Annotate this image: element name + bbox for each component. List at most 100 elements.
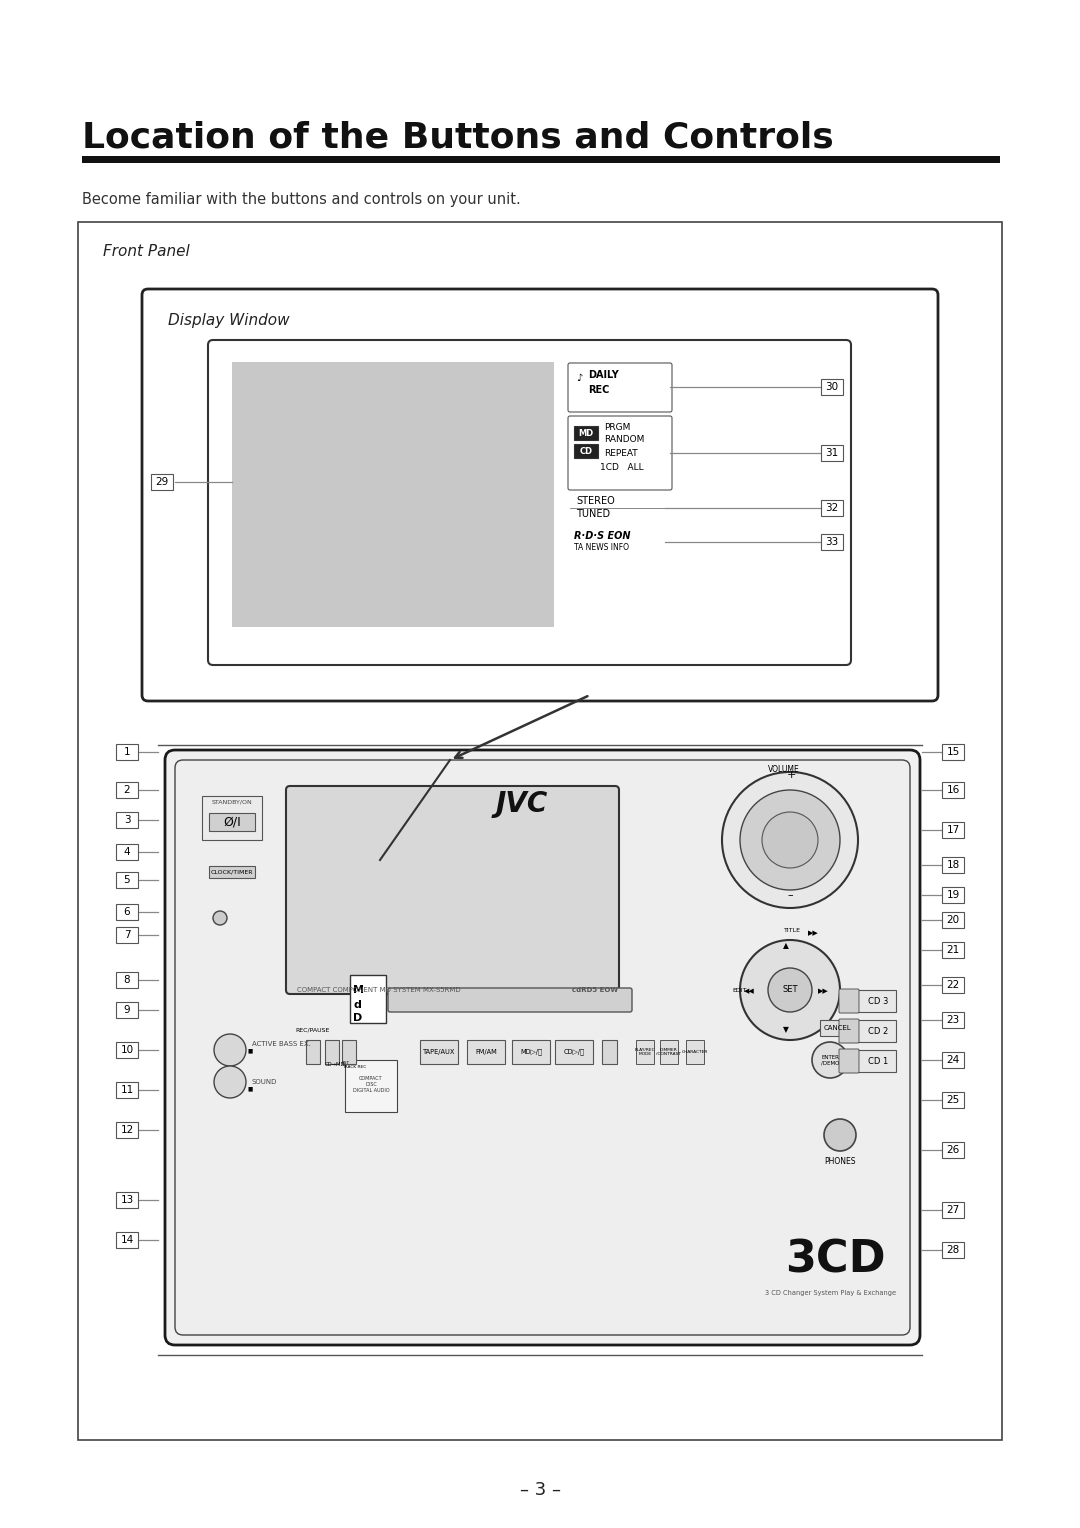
Text: ▲: ▲ xyxy=(783,941,788,950)
Bar xyxy=(467,1041,505,1063)
Text: CD→MD: CD→MD xyxy=(325,1062,346,1068)
Text: 12: 12 xyxy=(120,1125,134,1135)
Text: D: D xyxy=(353,1013,362,1024)
Bar xyxy=(942,976,964,993)
FancyBboxPatch shape xyxy=(568,416,672,490)
Bar xyxy=(942,1242,964,1258)
Text: ▶▶: ▶▶ xyxy=(818,989,828,995)
Text: MD▷/⏸: MD▷/⏸ xyxy=(519,1048,542,1056)
Text: SET: SET xyxy=(782,986,798,995)
Text: 33: 33 xyxy=(825,536,839,547)
Text: CD: CD xyxy=(580,446,593,455)
Text: REPEAT: REPEAT xyxy=(604,449,637,457)
Text: 24: 24 xyxy=(946,1054,960,1065)
Text: ENTER
/DEMO: ENTER /DEMO xyxy=(821,1054,839,1065)
Text: 31: 31 xyxy=(825,448,839,458)
Text: 22: 22 xyxy=(946,979,960,990)
Text: ■: ■ xyxy=(248,1048,253,1053)
Bar xyxy=(821,379,843,396)
Text: SOUND: SOUND xyxy=(252,1079,278,1085)
Text: 1: 1 xyxy=(124,747,131,756)
Bar xyxy=(116,782,138,798)
Circle shape xyxy=(812,1042,848,1077)
Bar xyxy=(942,782,964,798)
Text: JVC: JVC xyxy=(496,790,549,817)
Text: 8: 8 xyxy=(124,975,131,986)
Text: 15: 15 xyxy=(946,747,960,756)
FancyBboxPatch shape xyxy=(839,1019,859,1044)
Text: 30: 30 xyxy=(825,382,838,393)
Text: 17: 17 xyxy=(946,825,960,834)
FancyBboxPatch shape xyxy=(286,785,619,995)
Bar xyxy=(116,872,138,888)
Text: d: d xyxy=(353,999,361,1010)
Bar xyxy=(116,1002,138,1018)
Circle shape xyxy=(768,969,812,1012)
Text: TAPE/AUX: TAPE/AUX xyxy=(422,1050,455,1054)
Bar xyxy=(570,494,670,523)
Bar xyxy=(555,1041,593,1063)
Bar xyxy=(116,1042,138,1057)
FancyBboxPatch shape xyxy=(568,364,672,413)
Text: 3 CD Changer System Play & Exchange: 3 CD Changer System Play & Exchange xyxy=(765,1290,896,1296)
Text: 1CD   ALL: 1CD ALL xyxy=(600,463,644,472)
Text: EDIT: EDIT xyxy=(732,989,746,993)
Bar xyxy=(573,445,598,458)
Text: COMPACT
DISC
DIGITAL AUDIO: COMPACT DISC DIGITAL AUDIO xyxy=(353,1076,389,1093)
Text: PRGM: PRGM xyxy=(604,423,631,432)
Circle shape xyxy=(740,790,840,889)
Text: Become familiar with the buttons and controls on your unit.: Become familiar with the buttons and con… xyxy=(82,193,521,206)
Text: Location of the Buttons and Controls: Location of the Buttons and Controls xyxy=(82,121,834,154)
Text: 5: 5 xyxy=(124,876,131,885)
Text: 20: 20 xyxy=(946,915,959,924)
Text: TA NEWS INFO: TA NEWS INFO xyxy=(573,544,629,553)
Bar xyxy=(151,474,173,490)
Text: 25: 25 xyxy=(946,1096,960,1105)
Text: 11: 11 xyxy=(120,1085,134,1096)
Text: 29: 29 xyxy=(156,477,168,487)
Text: 19: 19 xyxy=(946,889,960,900)
Text: CLOCK/TIMER: CLOCK/TIMER xyxy=(211,869,253,874)
Text: STANDBY/ON: STANDBY/ON xyxy=(212,801,253,805)
FancyBboxPatch shape xyxy=(839,1050,859,1073)
Bar xyxy=(232,362,554,626)
Bar xyxy=(602,1041,617,1063)
Bar xyxy=(636,1041,654,1063)
Bar xyxy=(306,1041,320,1063)
Text: CHARACTER: CHARACTER xyxy=(681,1050,708,1054)
Text: ▶▶: ▶▶ xyxy=(808,931,819,937)
Bar xyxy=(942,1012,964,1028)
Bar xyxy=(942,912,964,927)
Text: MD: MD xyxy=(579,428,594,437)
Bar xyxy=(116,927,138,943)
Text: 3: 3 xyxy=(124,814,131,825)
FancyBboxPatch shape xyxy=(839,989,859,1013)
Bar xyxy=(821,533,843,550)
Text: DIMMER
/CONTRAST: DIMMER /CONTRAST xyxy=(657,1048,681,1056)
Text: REC/PAUSE: REC/PAUSE xyxy=(296,1027,330,1031)
Bar xyxy=(78,222,1002,1439)
Text: TUNED: TUNED xyxy=(576,509,610,520)
Text: TITLE: TITLE xyxy=(783,927,800,934)
Text: ◀◀: ◀◀ xyxy=(744,989,755,995)
Bar xyxy=(942,1203,964,1218)
Text: CD 3: CD 3 xyxy=(868,996,888,1005)
FancyBboxPatch shape xyxy=(165,750,920,1345)
Bar xyxy=(345,1060,397,1112)
Bar xyxy=(820,1021,855,1036)
Text: Ø/I: Ø/I xyxy=(224,816,241,828)
Circle shape xyxy=(213,911,227,924)
Bar xyxy=(82,156,1000,163)
Bar xyxy=(116,1232,138,1248)
Text: DAILY: DAILY xyxy=(588,370,619,380)
Bar xyxy=(116,1082,138,1099)
Bar xyxy=(420,1041,458,1063)
Bar xyxy=(942,1093,964,1108)
Text: Front Panel: Front Panel xyxy=(103,244,190,260)
Text: 14: 14 xyxy=(120,1235,134,1245)
Bar xyxy=(840,1050,896,1073)
Circle shape xyxy=(723,772,858,908)
Bar xyxy=(660,1041,678,1063)
Text: 6: 6 xyxy=(124,908,131,917)
Circle shape xyxy=(824,1118,856,1151)
